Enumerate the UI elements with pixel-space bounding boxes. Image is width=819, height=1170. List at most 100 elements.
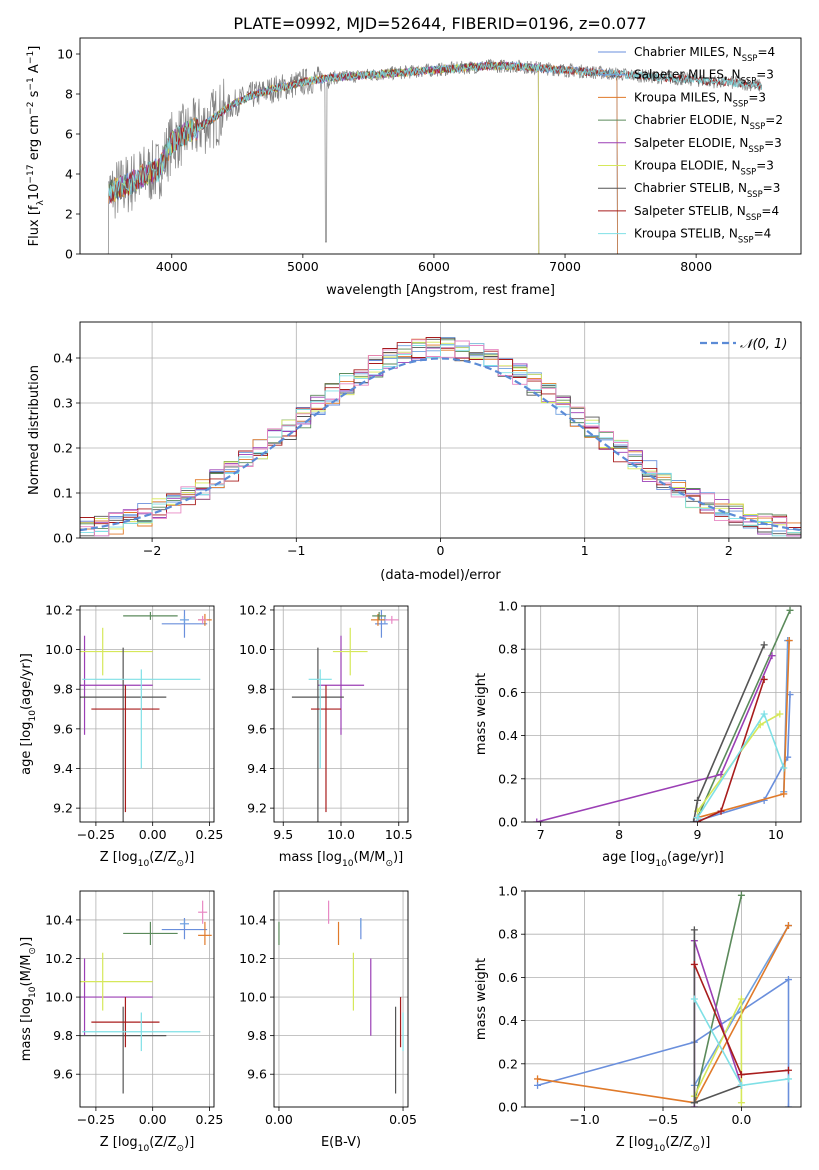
- x-axis-label: E(B-V): [321, 1135, 361, 1150]
- y-tick-label: 9.8: [247, 682, 267, 697]
- axes-frame: [79, 605, 215, 823]
- x-tick-label: 7000: [549, 259, 581, 274]
- y-tick-label: 10.4: [45, 912, 73, 927]
- x-tick-label: 0.00: [265, 1112, 293, 1127]
- axes-mass_vs_ebv: 0.00 0.05 9.6 9.8 10.0 10.2 10.4 E(B-V): [239, 890, 417, 1150]
- legend-entry: Chabrier MILES, NSSP=4: [634, 45, 775, 63]
- y-tick-label: 0.4: [498, 728, 518, 743]
- weight-line-salpeter_elodie: [536, 655, 773, 822]
- weight-marker: [690, 960, 698, 968]
- axes-frame: [273, 890, 409, 1108]
- y-axis-label: age [log10(age/yr)]: [19, 653, 38, 775]
- legend-entry: Salpeter MILES, NSSP=3: [634, 68, 774, 86]
- y-tick-label: 9.8: [53, 1028, 73, 1043]
- axes-frame: [524, 890, 802, 1108]
- plot-area-residuals: [80, 336, 801, 538]
- axes-mass_vs_Z: −0.25 0.00 0.25 9.6 9.8 10.0 10.2 10.4 Z [log10(…: [19, 890, 223, 1154]
- weight-marker: [760, 710, 768, 718]
- x-tick-label: 10: [768, 827, 784, 842]
- axes-residuals: −2 −1 0 1 2 0.0 0.1 0.2 0.3 0.4 (data-model)/error…: [27, 321, 802, 583]
- axes-frame: [79, 37, 802, 255]
- x-tick-label: 7: [537, 827, 545, 842]
- x-tick-label: −1.0: [569, 1112, 599, 1127]
- weight-marker: [786, 606, 794, 614]
- legend-entry: Kroupa MILES, NSSP=3: [634, 90, 766, 108]
- model-line-kroupa_stelib: [108, 62, 763, 199]
- y-tick-label: 10.2: [45, 951, 73, 966]
- x-tick-label: −1: [287, 543, 305, 558]
- x-tick-label: −0.25: [77, 827, 115, 842]
- axes-weight_vs_Z: −1.0 −0.5 0.0 0.0 0.2 0.4 0.6 0.8 1.0 Z [log10(Z/…: [474, 884, 802, 1154]
- weight-marker: [737, 1071, 745, 1079]
- y-tick-label: 0.6: [498, 970, 518, 985]
- weight-line-kroupa_elodie: [696, 713, 781, 812]
- y-tick-label: 1.0: [498, 599, 518, 614]
- weight-marker: [784, 1103, 792, 1107]
- y-tick-label: 10: [57, 47, 73, 62]
- y-tick-label: 9.2: [53, 801, 73, 816]
- y-tick-label: 10.0: [239, 990, 267, 1005]
- y-tick-label: 9.6: [53, 721, 73, 736]
- y-tick-label: 0.2: [498, 1056, 518, 1071]
- x-tick-label: 9.5: [273, 827, 293, 842]
- y-tick-label: 9.4: [53, 761, 73, 776]
- x-axis-label: wavelength [Angstrom, rest frame]: [326, 283, 555, 298]
- y-tick-label: 9.6: [247, 1067, 267, 1082]
- y-tick-label: 9.2: [247, 801, 267, 816]
- y-tick-label: 0.2: [498, 771, 518, 786]
- x-tick-label: −0.5: [648, 1112, 678, 1127]
- y-tick-label: 9.8: [53, 682, 73, 697]
- weight-marker: [690, 818, 698, 822]
- x-tick-label: 0.00: [139, 1112, 167, 1127]
- x-tick-label: 0: [437, 543, 445, 558]
- y-tick-label: 0.0: [498, 1100, 518, 1115]
- weight-marker: [784, 1066, 792, 1074]
- y-tick-label: 9.6: [247, 721, 267, 736]
- legend-entry: Salpeter ELODIE, NSSP=3: [634, 136, 782, 154]
- spectrum-legend: Chabrier MILES, NSSP=4 Salpeter MILES, NS…: [598, 45, 783, 245]
- weight-marker: [780, 790, 788, 798]
- spectrum-data-line: [106, 58, 763, 254]
- y-axis-label: mass weight: [474, 673, 489, 755]
- weight-marker: [534, 1075, 542, 1083]
- axes-age_vs_mass: 9.5 10.0 10.5 9.2 9.4 9.6 9.8 10.0 10.2 mass [log…: [239, 602, 413, 869]
- plot-area-age_vs_mass: [291, 609, 399, 822]
- weight-marker: [776, 710, 784, 718]
- y-tick-label: 0.1: [53, 486, 73, 501]
- y-tick-label: 10.0: [45, 642, 73, 657]
- model-line-kroupa_elodie: [108, 61, 540, 254]
- x-tick-label: 4000: [156, 259, 188, 274]
- axes-frame: [79, 890, 215, 1108]
- plot-area-weight_vs_Z: [534, 891, 792, 1107]
- figure-title: PLATE=0992, MJD=52644, FIBERID=0196, z=0…: [233, 14, 646, 33]
- x-tick-label: −2: [143, 543, 161, 558]
- axes-frame: [79, 321, 802, 539]
- weight-marker: [785, 637, 793, 645]
- y-tick-label: 0.3: [53, 396, 73, 411]
- plot-area-age_vs_Z: [80, 609, 212, 822]
- x-axis-label: (data-model)/error: [380, 568, 501, 583]
- legend-entry: Chabrier STELIB, NSSP=3: [634, 181, 780, 199]
- y-axis-label: Normed distribution: [27, 365, 42, 495]
- plot-area-spectrum: [106, 58, 763, 254]
- y-axis-label: mass [log10(M/M⊙)]: [19, 937, 38, 1061]
- axes-age_vs_Z: −0.25 0.00 0.25 9.2 9.4 9.6 9.8 10.0 10.2 Z [log1…: [19, 602, 223, 869]
- x-tick-label: 8: [615, 827, 623, 842]
- y-tick-label: 10.2: [239, 951, 267, 966]
- legend-entry: Kroupa STELIB, NSSP=4: [634, 227, 771, 245]
- y-tick-label: 6: [65, 127, 73, 142]
- x-axis-label: Z [log10(Z/Z⊙)]: [616, 1135, 711, 1154]
- x-tick-label: 1: [581, 543, 589, 558]
- x-tick-label: 10.5: [385, 827, 413, 842]
- x-tick-label: 5000: [287, 259, 319, 274]
- x-tick-label: 8000: [680, 259, 712, 274]
- y-tick-label: 10.4: [239, 912, 267, 927]
- model-line-salpeter_elodie: [108, 61, 540, 254]
- plot-area-weight_vs_age: [533, 606, 794, 822]
- legend-entry: Chabrier ELODIE, NSSP=2: [634, 113, 783, 131]
- x-tick-label: −0.25: [77, 1112, 115, 1127]
- weight-marker: [768, 652, 776, 660]
- model-line-salpeter_miles: [108, 60, 618, 254]
- weight-marker: [784, 976, 792, 984]
